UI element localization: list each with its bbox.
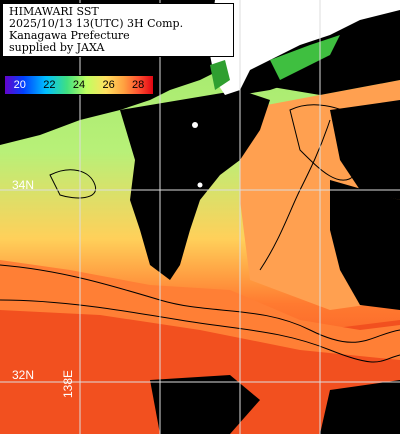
latitude-label-34n: 34N xyxy=(12,178,35,192)
latitude-label-32n: 32N xyxy=(12,368,35,382)
title-line-3: Kanagawa Prefecture xyxy=(9,29,130,42)
transition-band xyxy=(0,260,400,360)
legend-tick-28: 28 xyxy=(132,79,145,91)
coastal-sea xyxy=(270,35,340,80)
title-panel: HIMAWARI SST 2025/10/13 13(UTC) 3H Comp.… xyxy=(2,3,234,57)
legend-tick-22: 22 xyxy=(43,79,56,91)
legend-tick-24: 24 xyxy=(72,79,86,91)
title-line-2: 2025/10/13 13(UTC) 3H Comp. xyxy=(9,17,184,30)
legend-tick-26: 26 xyxy=(102,79,115,91)
coastal-sea-west xyxy=(210,60,230,90)
temperature-legend: 20 22 24 26 28 xyxy=(4,75,154,95)
title-line-1: HIMAWARI SST xyxy=(9,5,99,18)
longitude-label-138e: 138E xyxy=(61,369,75,398)
legend-colorbar xyxy=(4,75,154,95)
title-line-4: supplied by JAXA xyxy=(9,41,105,54)
legend-tick-20: 20 xyxy=(13,79,26,91)
